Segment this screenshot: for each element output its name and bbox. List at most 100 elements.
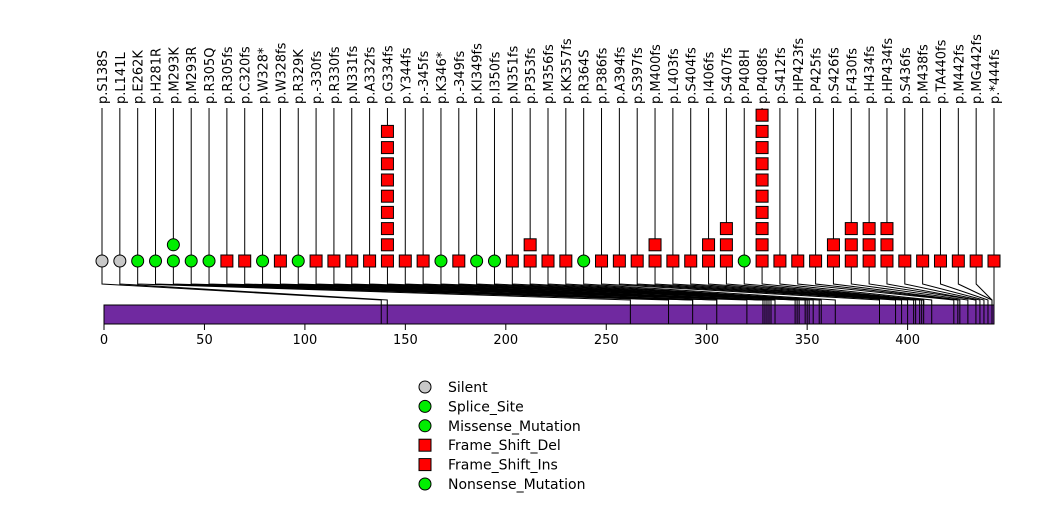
position-connector [476,282,806,305]
mutation-marker-square [416,254,430,268]
mutation-marker-square [755,205,769,219]
mutation-label: p.-345fs [417,51,432,104]
mutation-marker-square [719,238,733,252]
mutation-marker-square [380,157,394,171]
position-connector [565,282,822,305]
position-connector [725,282,923,305]
mutation-label: p.HP434fs [881,38,896,104]
mutation-label: p.E262K [132,50,147,104]
mutation-label: p.P353fs [524,47,539,104]
mutation-label: p.I350fs [488,51,503,104]
position-connector [922,282,985,305]
legend-label: Missense_Mutation [448,419,581,435]
mutation-marker-square [452,254,466,268]
mutation-marker-square [702,254,716,268]
mutation-marker-square [309,254,323,268]
mutation-marker-square [844,254,858,268]
mutation-marker-square [951,254,965,268]
mutation-marker-square [398,254,412,268]
mutation-marker-square [844,238,858,252]
legend-swatch-circle [418,399,432,413]
position-connector [832,282,961,305]
position-connector [904,282,981,305]
legend-label: Silent [448,380,488,396]
mutation-marker-square [595,254,609,268]
mutation-label: p.HP423fs [792,38,807,104]
legend-swatch-square [418,438,432,452]
mutation-marker-square [755,173,769,187]
mutation-marker-square [505,254,519,268]
position-connector [761,282,925,305]
mutation-marker-square [238,254,252,268]
mutation-marker-square [380,254,394,268]
x-tick-label: 300 [694,333,719,348]
mutation-marker-square [898,254,912,268]
mutation-label: p.R364S [578,50,593,104]
mutation-label: p.K346* [435,51,450,104]
position-connector [672,282,915,305]
mutation-marker-square [755,141,769,155]
mutation-stems [101,108,995,282]
mutation-marker-square [220,254,234,268]
mutation-label: p.S436fs [899,47,914,104]
mutation-marker-square [523,238,537,252]
mutation-label: p.R305Q [203,48,218,104]
mutation-marker-square [862,222,876,236]
mutation-marker-square [363,254,377,268]
mutation-marker-circle [256,254,270,268]
position-connector [137,282,631,305]
mutation-marker-circle [487,254,501,268]
mutation-marker-square [933,254,947,268]
mutation-marker-square [880,222,894,236]
mutation-marker-square [862,254,876,268]
mutation-marker-square [755,108,769,122]
position-connector [101,282,382,305]
mutation-marker-square [666,254,680,268]
position-connector [708,282,921,305]
mutation-marker-square [969,254,983,268]
position-connector [155,282,670,305]
mutation-marker-square [755,254,769,268]
mutation-marker-circle [131,254,145,268]
mutation-label: p.M356fs [542,44,557,104]
mutation-marker-square [719,254,733,268]
mutation-marker-square [380,173,394,187]
mutation-label: p.R330fs [328,46,343,104]
x-tick-label: 50 [196,333,213,348]
mutation-marker-square [648,254,662,268]
mutation-label: p.S404fs [685,47,700,104]
mutation-labels: p.S138S p.L141L p.E262K p.H281R p.M293K p.M29… [96,34,1003,104]
mutation-label: p.A394fs [613,46,628,104]
mutation-marker-circle [577,254,591,268]
mutation-marker-square [880,254,894,268]
mutation-marker-square [273,254,287,268]
x-tick-label: 200 [493,333,518,348]
position-connectors [101,282,995,305]
mutation-label: p.-349fs [453,51,468,104]
mutation-marker-circle [291,254,305,268]
mutation-label: p.KI349fs [471,43,486,104]
mutation-label: p.S397fs [631,47,646,104]
mutation-label: p.Y344fs [399,47,414,104]
mutation-marker-square [719,222,733,236]
mutation-label: p.G334fs [381,45,396,104]
mutation-marker-circle [95,254,109,268]
legend-label: Frame_Shift_Del [448,438,561,454]
position-connector [815,282,959,305]
mutation-label: p.F430fs [845,48,860,104]
mutation-label: p.TA440fs [934,39,949,104]
position-connector [493,282,808,305]
mutation-label: p.P386fs [596,47,611,104]
mutation-label: p.M438fs [917,44,932,104]
position-connector [244,282,748,305]
mutation-marker-square [826,238,840,252]
mutation-marker-circle [166,238,180,252]
x-tick-label: 100 [292,333,317,348]
mutation-label: p.W328* [257,47,272,104]
mutation-marker-square [380,238,394,252]
legend-swatch-circle [418,477,432,491]
mutation-marker-square [809,254,823,268]
position-connector [226,282,718,305]
mutation-label: p.P408H [738,49,753,104]
legend-label: Frame_Shift_Ins [448,458,558,474]
